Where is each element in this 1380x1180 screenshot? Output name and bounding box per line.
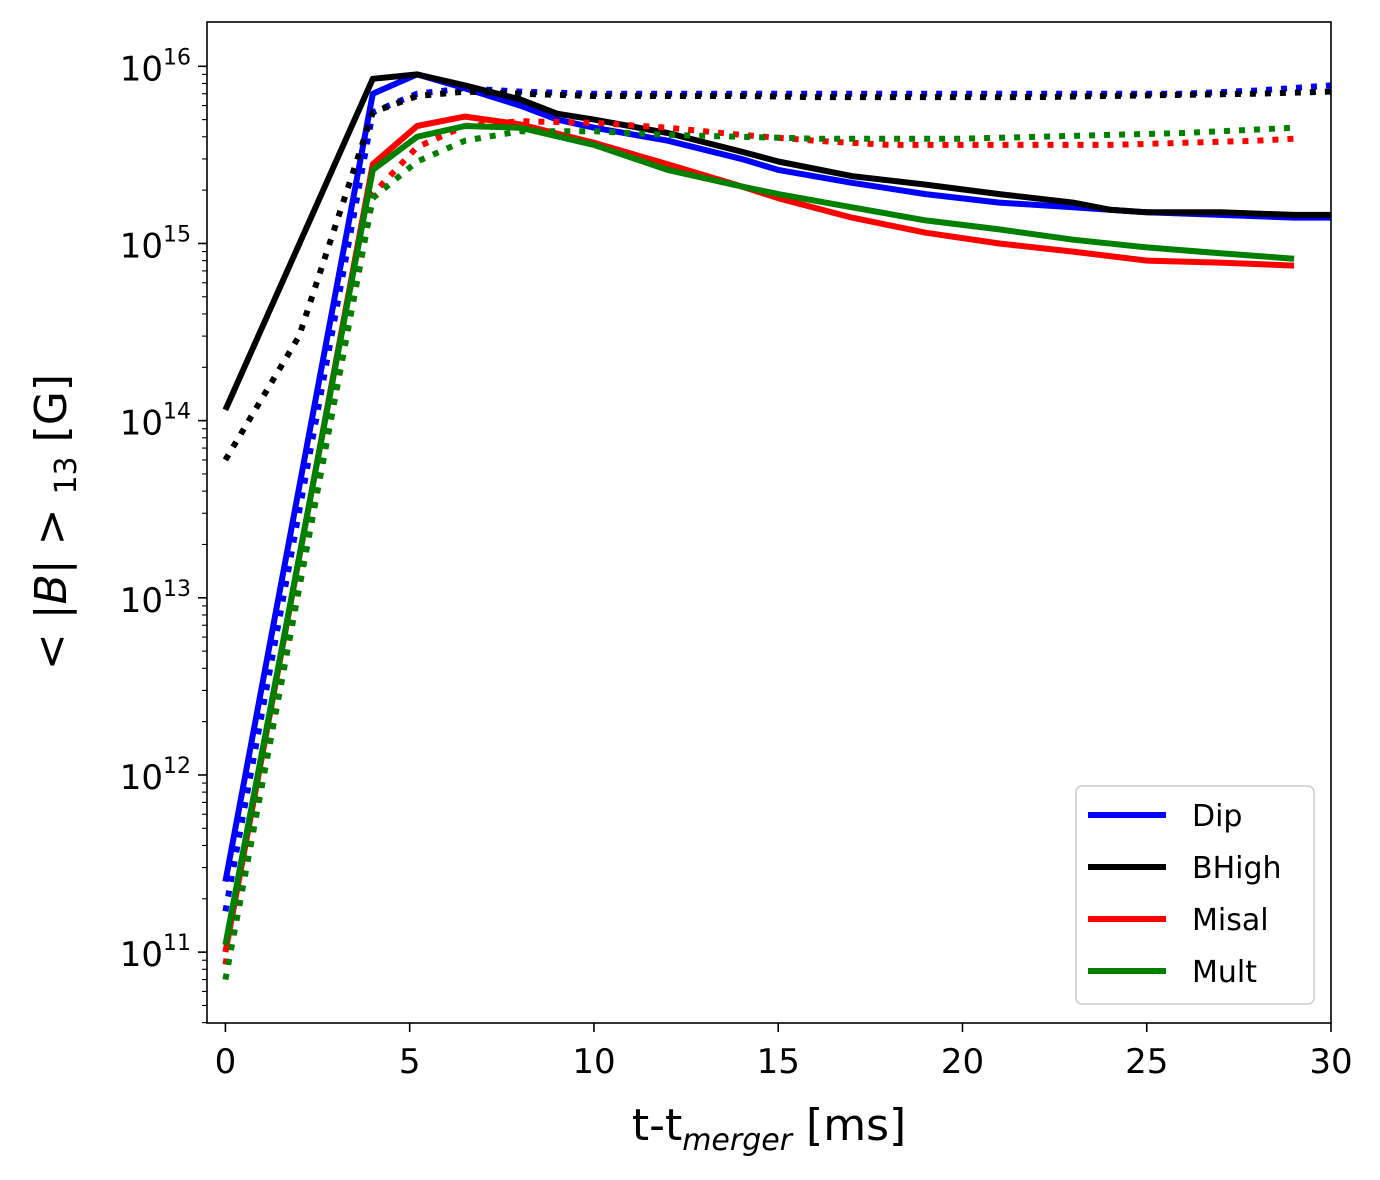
x-tick-label: 30 xyxy=(1309,1042,1352,1082)
legend-box xyxy=(1075,785,1315,1005)
x-axis-title-unit: [ms] xyxy=(792,1100,906,1151)
series-bhigh-dotted-line xyxy=(222,88,1331,462)
plot-area-frame xyxy=(206,21,1332,1024)
y-axis-title-sub: 13 xyxy=(49,456,84,494)
legend-label-misal: Misal xyxy=(1192,903,1269,938)
y-axis-ticks: 1011 1012 1013 1014 1015 1016 xyxy=(120,45,207,1024)
x-tick-label: 15 xyxy=(757,1042,800,1082)
y-tick-label: 1012 xyxy=(120,754,191,798)
x-tick-label: 25 xyxy=(1125,1042,1168,1082)
legend: Dip BHigh Misal Mult xyxy=(1075,785,1315,1005)
y-tick-label: 1014 xyxy=(120,400,191,444)
y-axis-title-mid: | > xyxy=(26,495,77,575)
x-axis-title-main: t-t xyxy=(632,1100,682,1151)
x-tick-label: 10 xyxy=(572,1042,615,1082)
y-tick-label: 1013 xyxy=(120,577,191,621)
series-mult-dotted-line xyxy=(222,124,1295,981)
legend-label-mult: Mult xyxy=(1192,955,1257,990)
x-tick-label: 20 xyxy=(941,1042,984,1082)
y-tick-label: 1011 xyxy=(120,931,191,975)
y-tick-label: 1015 xyxy=(120,222,191,266)
y-axis-title-unit: [G] xyxy=(26,374,77,456)
series-layer xyxy=(222,71,1331,981)
x-axis-ticks: 0 5 10 15 20 25 30 xyxy=(215,1023,1353,1082)
x-axis-title: t-tmerger [ms] xyxy=(632,1100,906,1158)
series-mult-solid-line xyxy=(222,123,1295,946)
x-tick-label: 0 xyxy=(215,1042,237,1082)
series-bhigh-solid-line xyxy=(222,71,1331,412)
legend-label-bhigh: BHigh xyxy=(1192,851,1282,886)
y-axis-title: < |B| > 13 [G] xyxy=(26,374,84,670)
legend-label-dip: Dip xyxy=(1192,799,1242,834)
x-axis-title-sub: merger xyxy=(682,1123,794,1158)
x-tick-label: 5 xyxy=(399,1042,421,1082)
y-tick-label: 1016 xyxy=(120,45,191,89)
y-axis-title-prefix: < | xyxy=(26,604,77,670)
y-axis-title-var: B xyxy=(26,574,77,604)
